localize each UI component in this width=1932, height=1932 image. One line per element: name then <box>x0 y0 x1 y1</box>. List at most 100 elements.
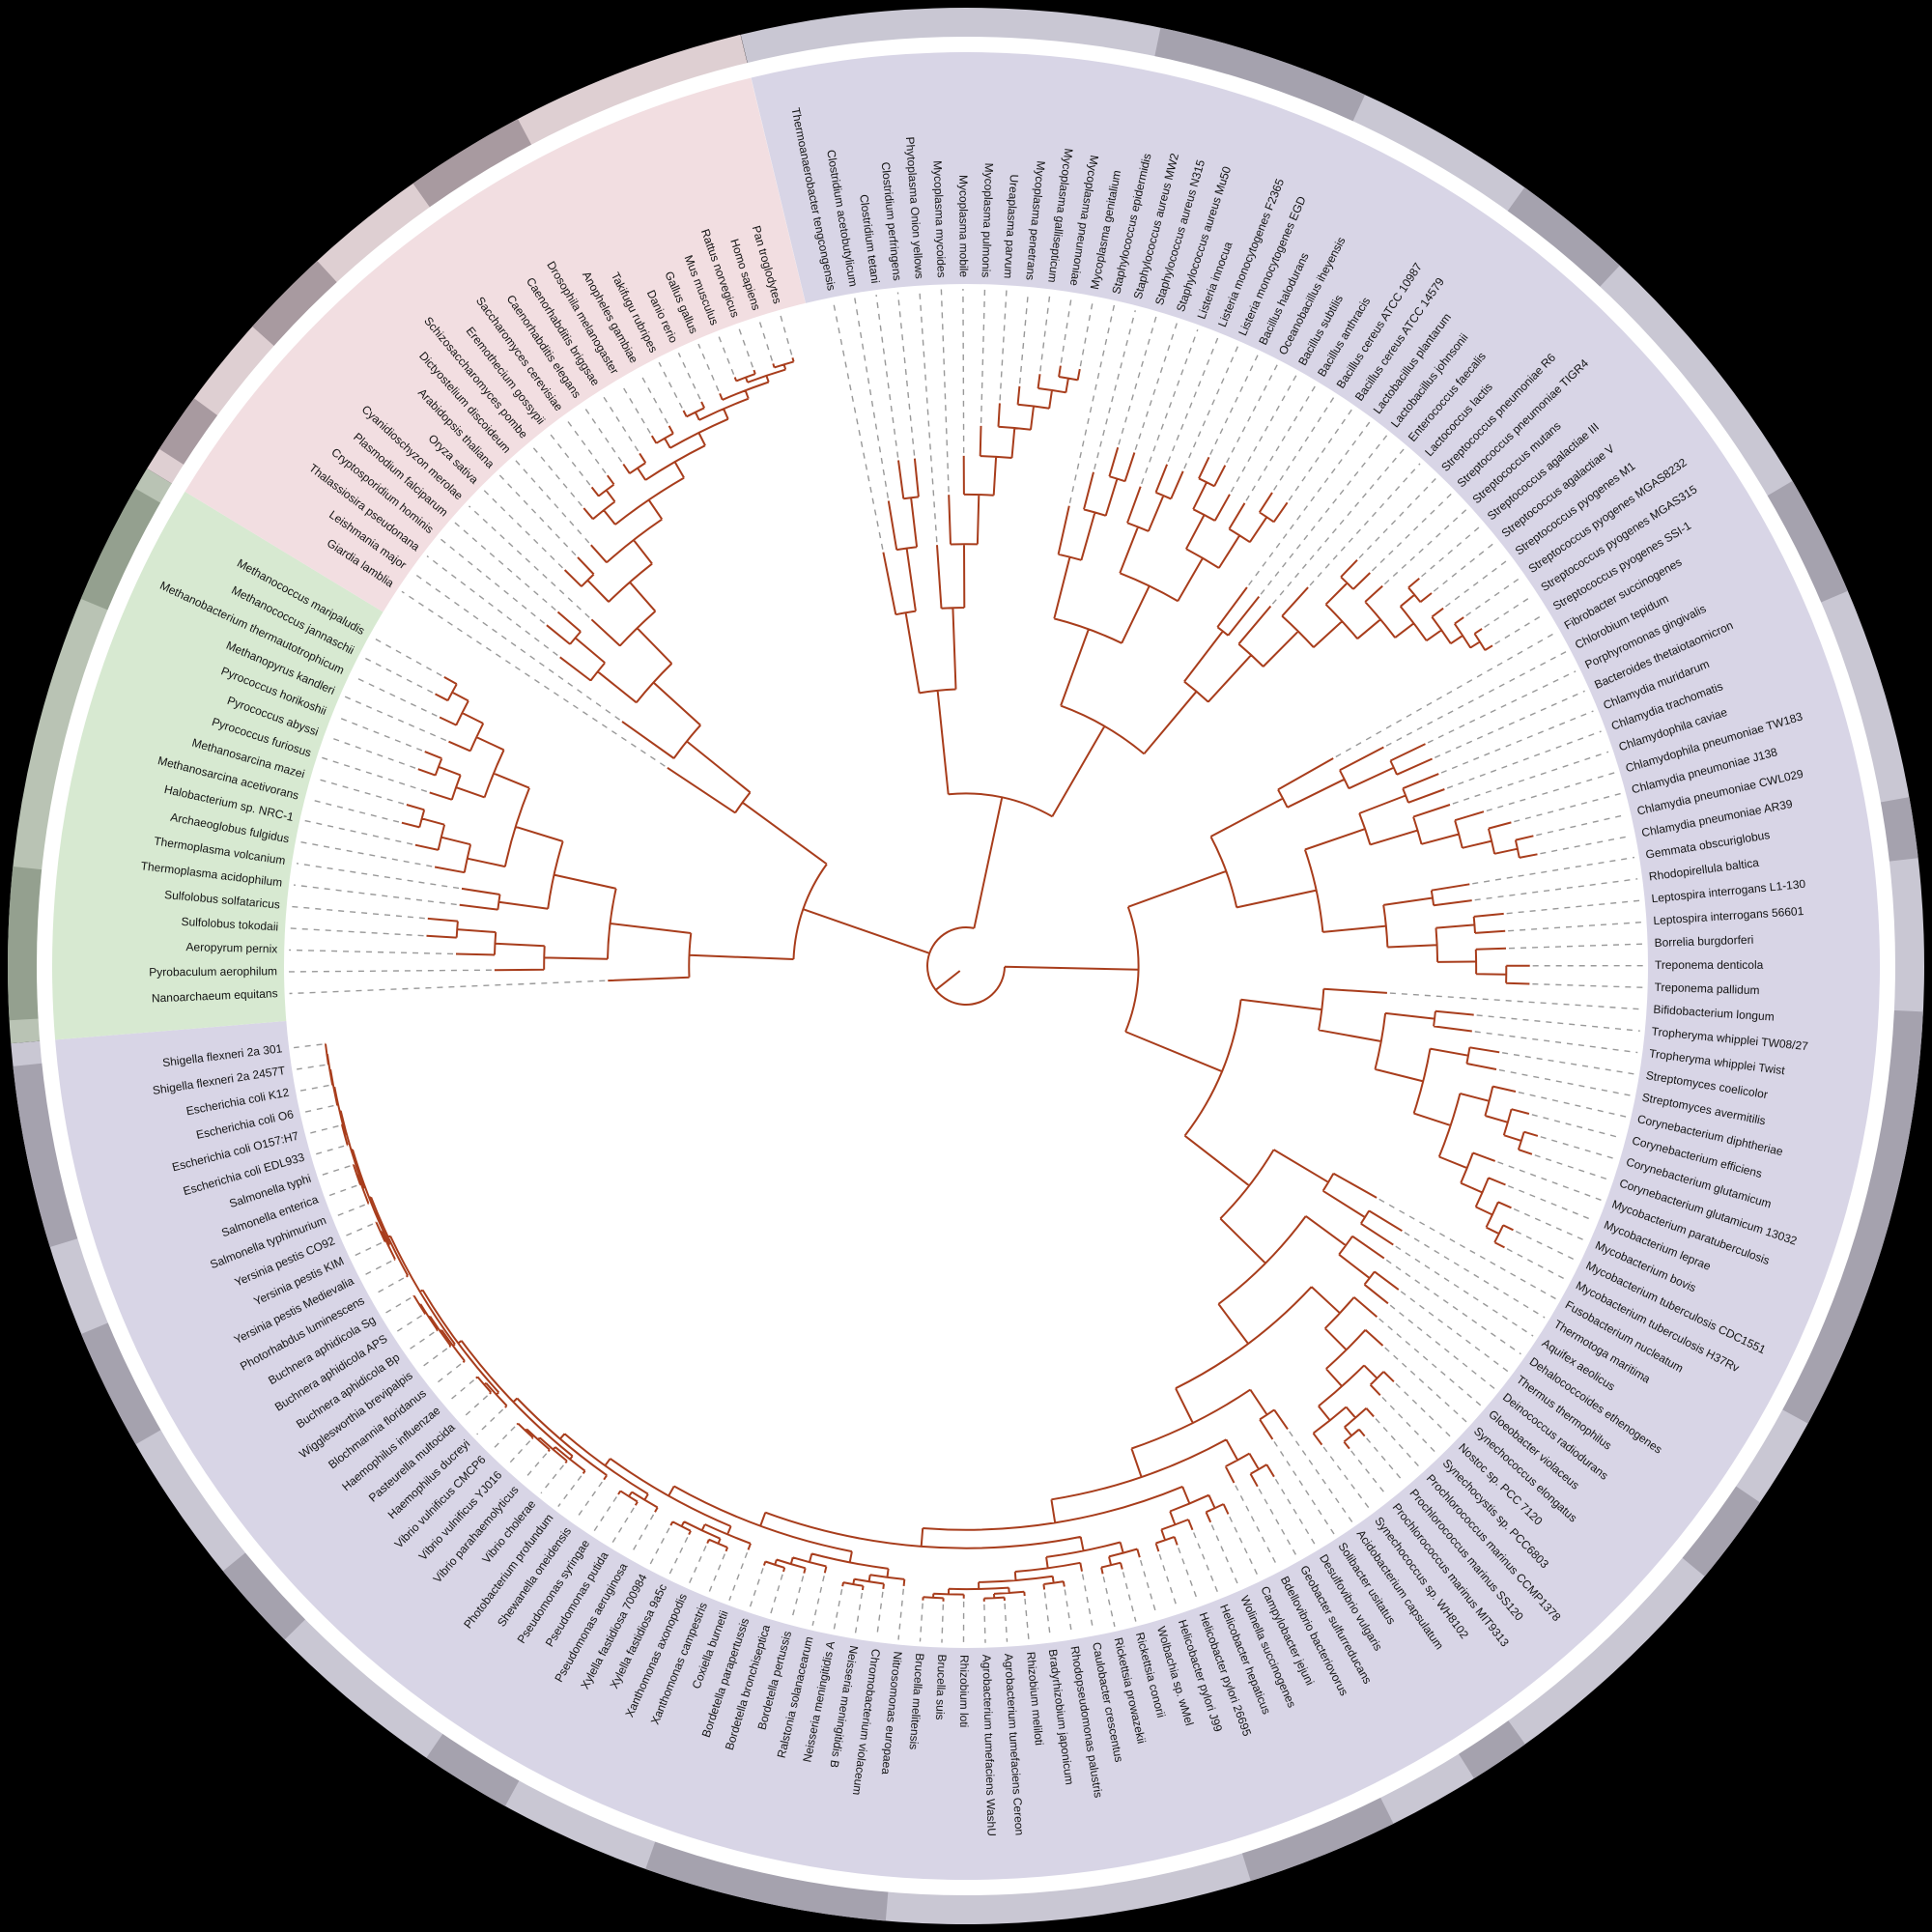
taxon-label: Brucella melitensis <box>907 1653 927 1750</box>
leader-line <box>1540 835 1632 855</box>
leader-line <box>1322 1446 1371 1511</box>
leader-line <box>524 1453 548 1480</box>
leader-line <box>1350 1450 1388 1497</box>
leader-line <box>697 343 720 391</box>
leader-line <box>1335 632 1556 758</box>
leader-line <box>1513 1208 1586 1241</box>
leader-line <box>1452 751 1609 805</box>
taxon-label: Mycoplasma mycoides <box>930 160 948 278</box>
leader-line <box>897 1588 904 1640</box>
leader-line <box>1433 542 1495 592</box>
leader-line <box>1258 1488 1298 1557</box>
leader-line <box>1385 1259 1521 1355</box>
leader-line <box>531 445 582 507</box>
leader-line <box>575 1481 603 1520</box>
leader-line <box>1139 1559 1158 1616</box>
taxon-label: Rhizobium loti <box>957 1655 971 1727</box>
leader-line <box>299 1084 329 1092</box>
leader-line <box>413 573 620 721</box>
leader-line <box>1102 1577 1116 1628</box>
leader-line <box>1404 1232 1546 1319</box>
leader-line <box>1178 1547 1199 1603</box>
leader-line <box>1094 310 1136 469</box>
leader-line <box>875 1591 884 1637</box>
leader-line <box>384 1296 412 1315</box>
leader-line <box>447 1379 474 1403</box>
leader-line <box>1536 813 1627 837</box>
taxon-label: Ureaplasma parvum <box>1002 174 1021 279</box>
leader-line <box>354 1241 383 1257</box>
leader-line <box>1064 1589 1073 1635</box>
leader-line <box>1476 1014 1640 1032</box>
leader-line <box>297 1064 326 1070</box>
leader-line <box>1474 1031 1638 1054</box>
leader-line <box>1484 594 1534 628</box>
leader-line <box>426 555 558 657</box>
leader-line <box>304 1104 334 1113</box>
leader-line <box>1531 1114 1622 1139</box>
tree-branches-path <box>325 357 1539 1602</box>
taxon-label: Sulfolobus tokodaii <box>181 915 278 934</box>
taxon-label: Treponema pallidum <box>1654 980 1759 997</box>
leader-line <box>289 949 454 955</box>
leader-line <box>322 1165 351 1177</box>
leader-line <box>336 1204 365 1217</box>
leader-line <box>1141 329 1199 485</box>
leader-line <box>1081 1574 1094 1632</box>
leader-line <box>507 1440 531 1465</box>
leader-line <box>469 505 590 618</box>
leader-line <box>363 1260 392 1276</box>
leader-line <box>677 353 701 400</box>
leader-line <box>315 1145 345 1155</box>
leader-line <box>1534 1154 1609 1180</box>
leader-line <box>1494 612 1546 645</box>
leader-line <box>296 863 460 890</box>
leader-line <box>1445 559 1509 608</box>
leader-line <box>1395 1245 1534 1337</box>
leader-line <box>353 675 438 717</box>
leader-line <box>728 1551 749 1602</box>
leader-lines <box>289 289 1644 1643</box>
leader-line <box>1440 710 1594 774</box>
taxon-label: Brucella suis <box>933 1654 949 1719</box>
leader-line <box>1472 856 1635 885</box>
leader-line <box>315 778 405 805</box>
leader-line <box>639 372 668 424</box>
leader-line <box>1122 1572 1137 1622</box>
taxon-label: Mycoplasma pulmonis <box>980 162 996 277</box>
leader-line <box>328 736 416 769</box>
leader-line <box>1274 1478 1317 1547</box>
leader-line <box>790 1576 805 1621</box>
taxon-label: Treponema denticola <box>1655 958 1764 972</box>
leader-line <box>811 1576 825 1626</box>
taxon-label: Aeropyrum pernix <box>185 940 277 955</box>
leader-line <box>1427 670 1577 744</box>
leader-line <box>1039 294 1051 372</box>
leader-line <box>658 361 683 409</box>
taxon-label: Mycoplasma mobile <box>956 175 970 277</box>
leader-line <box>336 716 423 752</box>
leader-line <box>620 383 651 434</box>
leader-line <box>1474 878 1638 901</box>
leader-line <box>461 1395 489 1419</box>
leader-line <box>1366 1437 1405 1484</box>
leader-line <box>1389 992 1642 1010</box>
leader-line <box>1043 1592 1052 1638</box>
domain-sectors <box>52 52 1880 1881</box>
leader-line <box>1235 1485 1279 1568</box>
leader-line <box>1508 1184 1594 1222</box>
leader-line <box>408 1331 435 1351</box>
leader-line <box>362 656 434 694</box>
leader-line <box>395 1315 422 1333</box>
leader-line <box>1435 690 1585 758</box>
taxon-label: Borrelia burgdorferi <box>1654 933 1753 950</box>
leader-line <box>373 1277 405 1295</box>
leader-line <box>344 1223 374 1237</box>
leader-line <box>1540 1136 1616 1160</box>
leader-line <box>832 301 884 550</box>
leader-line <box>875 295 899 458</box>
leader-line <box>962 289 965 453</box>
leader-line <box>293 884 457 906</box>
